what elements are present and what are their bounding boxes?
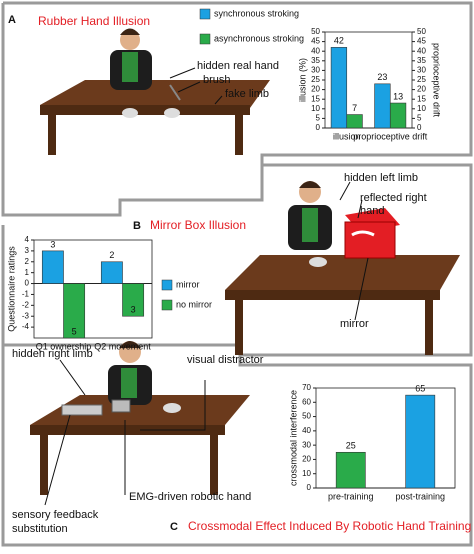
y-tick-label: 35 [311, 56, 320, 65]
annotation: brush [203, 74, 231, 86]
y2-tick-label: 0 [417, 123, 422, 132]
y-tick-label: 20 [302, 455, 311, 464]
y2-tick-label: 45 [417, 37, 426, 46]
y-tick-label: 20 [311, 85, 320, 94]
legend-swatch [199, 8, 211, 20]
annotation: hidden left limb [344, 172, 418, 184]
y2-tick-label: 5 [417, 114, 422, 123]
y-tick-label: 40 [311, 46, 320, 55]
x-tick-label: Q1 ownership [36, 341, 92, 351]
annotation: visual distractor [187, 354, 264, 366]
legend-label: no mirror [176, 299, 212, 309]
value-label: 42 [334, 36, 344, 46]
annotation: hidden right limb [12, 348, 93, 360]
bar [330, 47, 348, 129]
legend-swatch [199, 33, 211, 45]
annotation: mirror [340, 318, 369, 330]
annotation: hidden real hand [197, 60, 279, 72]
y-tick-label: 15 [311, 94, 320, 103]
value-label: 7 [352, 103, 357, 113]
x-tick-label: Q2 movement [94, 341, 151, 351]
x-tick-label: pre-training [328, 491, 374, 501]
value-label: 13 [393, 91, 403, 101]
legend-swatch [161, 279, 173, 291]
y-axis-label: Questionnaire ratings [6, 246, 16, 332]
value-label: 3 [50, 239, 55, 249]
y-tick-label: 25 [311, 75, 320, 84]
legend-swatch [161, 299, 173, 311]
y-tick-label: 40 [302, 426, 311, 435]
bar [405, 394, 436, 489]
x-tick-label: proprioceptive drift [353, 131, 428, 141]
y2-tick-label: 25 [417, 75, 426, 84]
panel-label: B [133, 220, 141, 232]
x-tick-label: post-training [395, 491, 445, 501]
y-tick-label: 0 [307, 483, 312, 492]
bar [63, 283, 86, 339]
value-label: 3 [131, 305, 136, 315]
panel-label: A [8, 14, 16, 26]
y-tick-label: 0 [316, 123, 321, 132]
panel-label: C [170, 521, 178, 533]
y-tick-label: 45 [311, 37, 320, 46]
y-tick-label: -2 [22, 300, 30, 309]
y-tick-label: 2 [25, 257, 30, 266]
value-label: 5 [72, 326, 77, 336]
y-tick-label: 30 [302, 440, 311, 449]
y2-tick-label: 20 [417, 85, 426, 94]
annotation: reflected right hand [360, 192, 430, 217]
value-label: 65 [415, 384, 425, 394]
value-label: 2 [109, 250, 114, 260]
y-tick-label: 1 [25, 268, 30, 277]
legend-label: synchronous stroking [214, 8, 299, 18]
illustration-c [30, 341, 250, 495]
annotation: fake limb [225, 88, 269, 100]
y-tick-label: -1 [22, 290, 30, 299]
legend-label: asynchronous stroking [214, 33, 304, 43]
y-axis-label: crossmodal interference [288, 390, 298, 486]
bar [389, 102, 407, 129]
y-tick-label: 60 [302, 397, 311, 406]
value-label: 23 [377, 72, 387, 82]
y-tick-label: 50 [302, 412, 311, 421]
annotation: sensory feedback substitution [12, 509, 101, 535]
panel-title: Mirror Box Illusion [150, 218, 246, 232]
illustration-a [40, 28, 270, 155]
legend-label: mirror [176, 279, 200, 289]
y2-tick-label: 50 [417, 27, 426, 36]
bar [374, 83, 391, 129]
y2-tick-label: 15 [417, 94, 426, 103]
y-tick-label: 0 [25, 279, 30, 288]
bar [122, 283, 145, 317]
y2-tick-label: 30 [417, 66, 426, 75]
y2-axis-label: proprioceptive drift [432, 43, 442, 118]
value-label: 25 [346, 441, 356, 451]
y-tick-label: 10 [302, 469, 311, 478]
panel-title: Rubber Hand Illusion [38, 14, 150, 28]
bar [41, 250, 64, 284]
y-tick-label: 5 [316, 114, 321, 123]
y-tick-label: 10 [311, 104, 320, 113]
y-tick-label: 3 [25, 246, 30, 255]
bar [100, 261, 123, 284]
y-tick-label: 50 [311, 27, 320, 36]
y-axis-label: illusion (%) [297, 58, 307, 102]
y2-tick-label: 10 [417, 104, 426, 113]
x-tick-label: illusion [333, 131, 361, 141]
bar [346, 114, 363, 129]
annotation: EMG-driven robotic hand [129, 491, 251, 503]
y2-tick-label: 35 [417, 56, 426, 65]
y2-tick-label: 40 [417, 46, 426, 55]
bar [335, 451, 366, 489]
y-tick-label: 30 [311, 66, 320, 75]
callout-lines [44, 67, 369, 506]
y-tick-label: -4 [22, 322, 30, 331]
y-tick-label: 70 [302, 383, 311, 392]
panel-title: Crossmodal Effect Induced By Robotic Han… [188, 519, 471, 533]
y-tick-label: -3 [22, 311, 30, 320]
y-tick-label: 4 [25, 235, 30, 244]
illustration-b [225, 181, 460, 355]
